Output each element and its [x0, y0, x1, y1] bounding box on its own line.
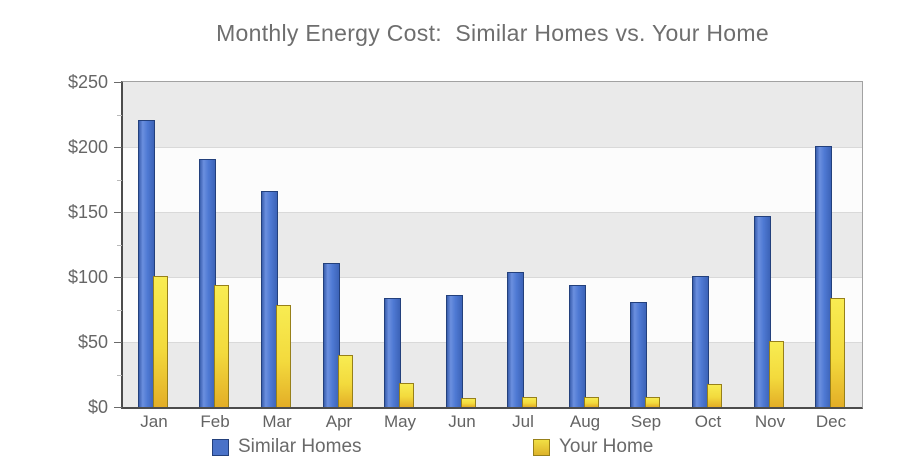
y-axis-label: $50 — [77, 332, 108, 352]
x-axis-label-nov: Nov — [754, 412, 786, 431]
x-axis-label-jan: Jan — [140, 412, 168, 431]
bar-similar-homes-jul — [507, 272, 524, 407]
bar-your-home-sep — [645, 397, 660, 407]
bar-similar-homes-jun — [446, 295, 463, 407]
gridline-150 — [123, 212, 862, 213]
x-axis-label-apr: Apr — [325, 412, 353, 431]
x-axis-label-jun: Jun — [448, 412, 476, 431]
y-axis-minor-tick — [117, 115, 122, 116]
bar-your-home-jul — [522, 397, 537, 407]
bar-your-home-nov — [769, 341, 784, 407]
bar-similar-homes-mar — [261, 191, 278, 407]
bar-similar-homes-sep — [630, 302, 647, 407]
x-axis-label-feb: Feb — [200, 412, 230, 431]
bar-your-home-jan — [153, 276, 168, 407]
legend-label-your-home: Your Home — [559, 436, 654, 457]
gridline-100 — [123, 277, 862, 278]
chart-title: Monthly Energy Cost: Similar Homes vs. Y… — [216, 20, 769, 46]
y-axis-minor-tick — [117, 310, 122, 311]
legend-swatch-similar-homes-icon — [212, 438, 229, 456]
y-axis-tick — [114, 212, 122, 213]
bar-your-home-oct — [707, 384, 722, 407]
legend-label-similar-homes: Similar Homes — [238, 436, 362, 457]
legend-item-your-home: Your Home — [533, 436, 654, 457]
x-axis-label-oct: Oct — [694, 412, 722, 431]
plot-area — [121, 81, 863, 409]
bar-similar-homes-apr — [323, 263, 340, 407]
bar-similar-homes-jan — [138, 120, 155, 407]
y-axis-label: $0 — [87, 397, 108, 417]
legend-swatch-your-home-icon — [533, 438, 550, 456]
y-axis-tick — [114, 407, 122, 408]
x-axis-label-may: May — [383, 412, 417, 431]
y-axis-tick — [114, 147, 122, 148]
bar-your-home-mar — [276, 305, 291, 407]
x-axis-label-aug: Aug — [569, 412, 601, 431]
x-axis-label-sep: Sep — [630, 412, 662, 431]
bar-your-home-may — [399, 383, 414, 407]
y-axis-label: $150 — [67, 202, 108, 222]
y-axis-label: $250 — [67, 72, 108, 92]
bar-similar-homes-nov — [754, 216, 771, 407]
x-axis-label-dec: Dec — [815, 412, 847, 431]
bar-your-home-apr — [338, 355, 353, 407]
x-axis-label-jul: Jul — [512, 412, 534, 431]
bar-your-home-jun — [461, 398, 476, 407]
y-axis-minor-tick — [117, 375, 122, 376]
bar-similar-homes-oct — [692, 276, 709, 407]
gridline-50 — [123, 342, 862, 343]
gridline-200 — [123, 147, 862, 148]
bar-similar-homes-may — [384, 298, 401, 407]
y-axis-label: $100 — [67, 267, 108, 287]
y-axis-minor-tick — [117, 245, 122, 246]
y-axis-tick — [114, 277, 122, 278]
bar-your-home-feb — [214, 285, 229, 407]
x-axis-label-mar: Mar — [262, 412, 292, 431]
y-axis-label: $200 — [67, 137, 108, 157]
bar-similar-homes-feb — [199, 159, 216, 407]
legend-item-similar-homes: Similar Homes — [212, 436, 362, 457]
bar-your-home-aug — [584, 397, 599, 407]
y-axis-tick — [114, 82, 122, 83]
bar-your-home-dec — [830, 298, 845, 407]
y-axis-minor-tick — [117, 180, 122, 181]
bar-similar-homes-dec — [815, 146, 832, 407]
y-axis-tick — [114, 342, 122, 343]
bar-similar-homes-aug — [569, 285, 586, 407]
